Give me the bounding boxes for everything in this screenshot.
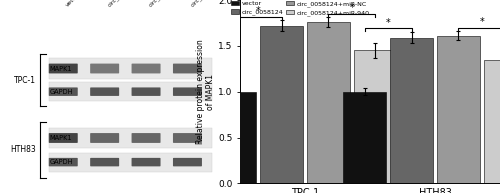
Bar <box>354 50 397 183</box>
Text: TPC-1: TPC-1 <box>14 76 36 85</box>
Text: *: * <box>350 3 354 13</box>
FancyBboxPatch shape <box>173 158 202 166</box>
FancyBboxPatch shape <box>173 63 202 73</box>
Text: circ_0058124+miR-940: circ_0058124+miR-940 <box>189 0 242 8</box>
FancyBboxPatch shape <box>50 82 211 101</box>
Bar <box>307 22 350 183</box>
Text: MAPK1: MAPK1 <box>50 135 72 141</box>
Bar <box>214 92 256 183</box>
FancyBboxPatch shape <box>90 158 119 166</box>
Y-axis label: Relative protein expression
of MAPK1: Relative protein expression of MAPK1 <box>196 39 215 144</box>
FancyBboxPatch shape <box>50 153 211 172</box>
FancyBboxPatch shape <box>132 63 160 73</box>
FancyBboxPatch shape <box>132 87 160 96</box>
FancyBboxPatch shape <box>90 63 119 73</box>
FancyBboxPatch shape <box>49 158 78 166</box>
Legend: vector, circ_0058124, circ_0058124+miR-NC, circ_0058124+miR-940: vector, circ_0058124, circ_0058124+miR-N… <box>230 0 370 17</box>
FancyBboxPatch shape <box>90 133 119 143</box>
Text: *: * <box>256 6 260 16</box>
Bar <box>344 92 386 183</box>
FancyBboxPatch shape <box>132 158 160 166</box>
Text: MAPK1: MAPK1 <box>50 65 72 72</box>
Bar <box>484 60 500 183</box>
FancyBboxPatch shape <box>132 133 160 143</box>
Text: *: * <box>386 18 390 27</box>
Text: *: * <box>480 17 484 27</box>
FancyBboxPatch shape <box>50 128 211 148</box>
Text: vector: vector <box>66 0 82 8</box>
Bar <box>437 36 480 183</box>
FancyBboxPatch shape <box>50 58 211 79</box>
Text: circ_0058124+miR-NC: circ_0058124+miR-NC <box>148 0 199 8</box>
Bar <box>390 38 433 183</box>
FancyBboxPatch shape <box>90 87 119 96</box>
Bar <box>260 26 303 183</box>
Text: HTH83: HTH83 <box>10 145 36 154</box>
Text: GAPDH: GAPDH <box>50 159 73 165</box>
FancyBboxPatch shape <box>49 63 78 73</box>
FancyBboxPatch shape <box>49 133 78 143</box>
FancyBboxPatch shape <box>173 87 202 96</box>
Text: GAPDH: GAPDH <box>50 89 73 95</box>
Text: circ_0058124: circ_0058124 <box>106 0 138 8</box>
FancyBboxPatch shape <box>173 133 202 143</box>
FancyBboxPatch shape <box>49 87 78 96</box>
